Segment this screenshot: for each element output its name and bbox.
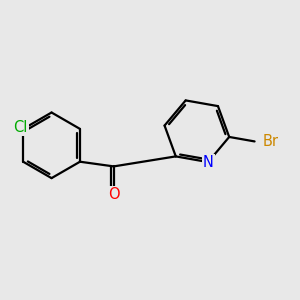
Text: O: O — [108, 187, 119, 202]
Text: Br: Br — [263, 134, 279, 149]
Text: Cl: Cl — [13, 121, 28, 136]
Text: N: N — [203, 154, 214, 169]
